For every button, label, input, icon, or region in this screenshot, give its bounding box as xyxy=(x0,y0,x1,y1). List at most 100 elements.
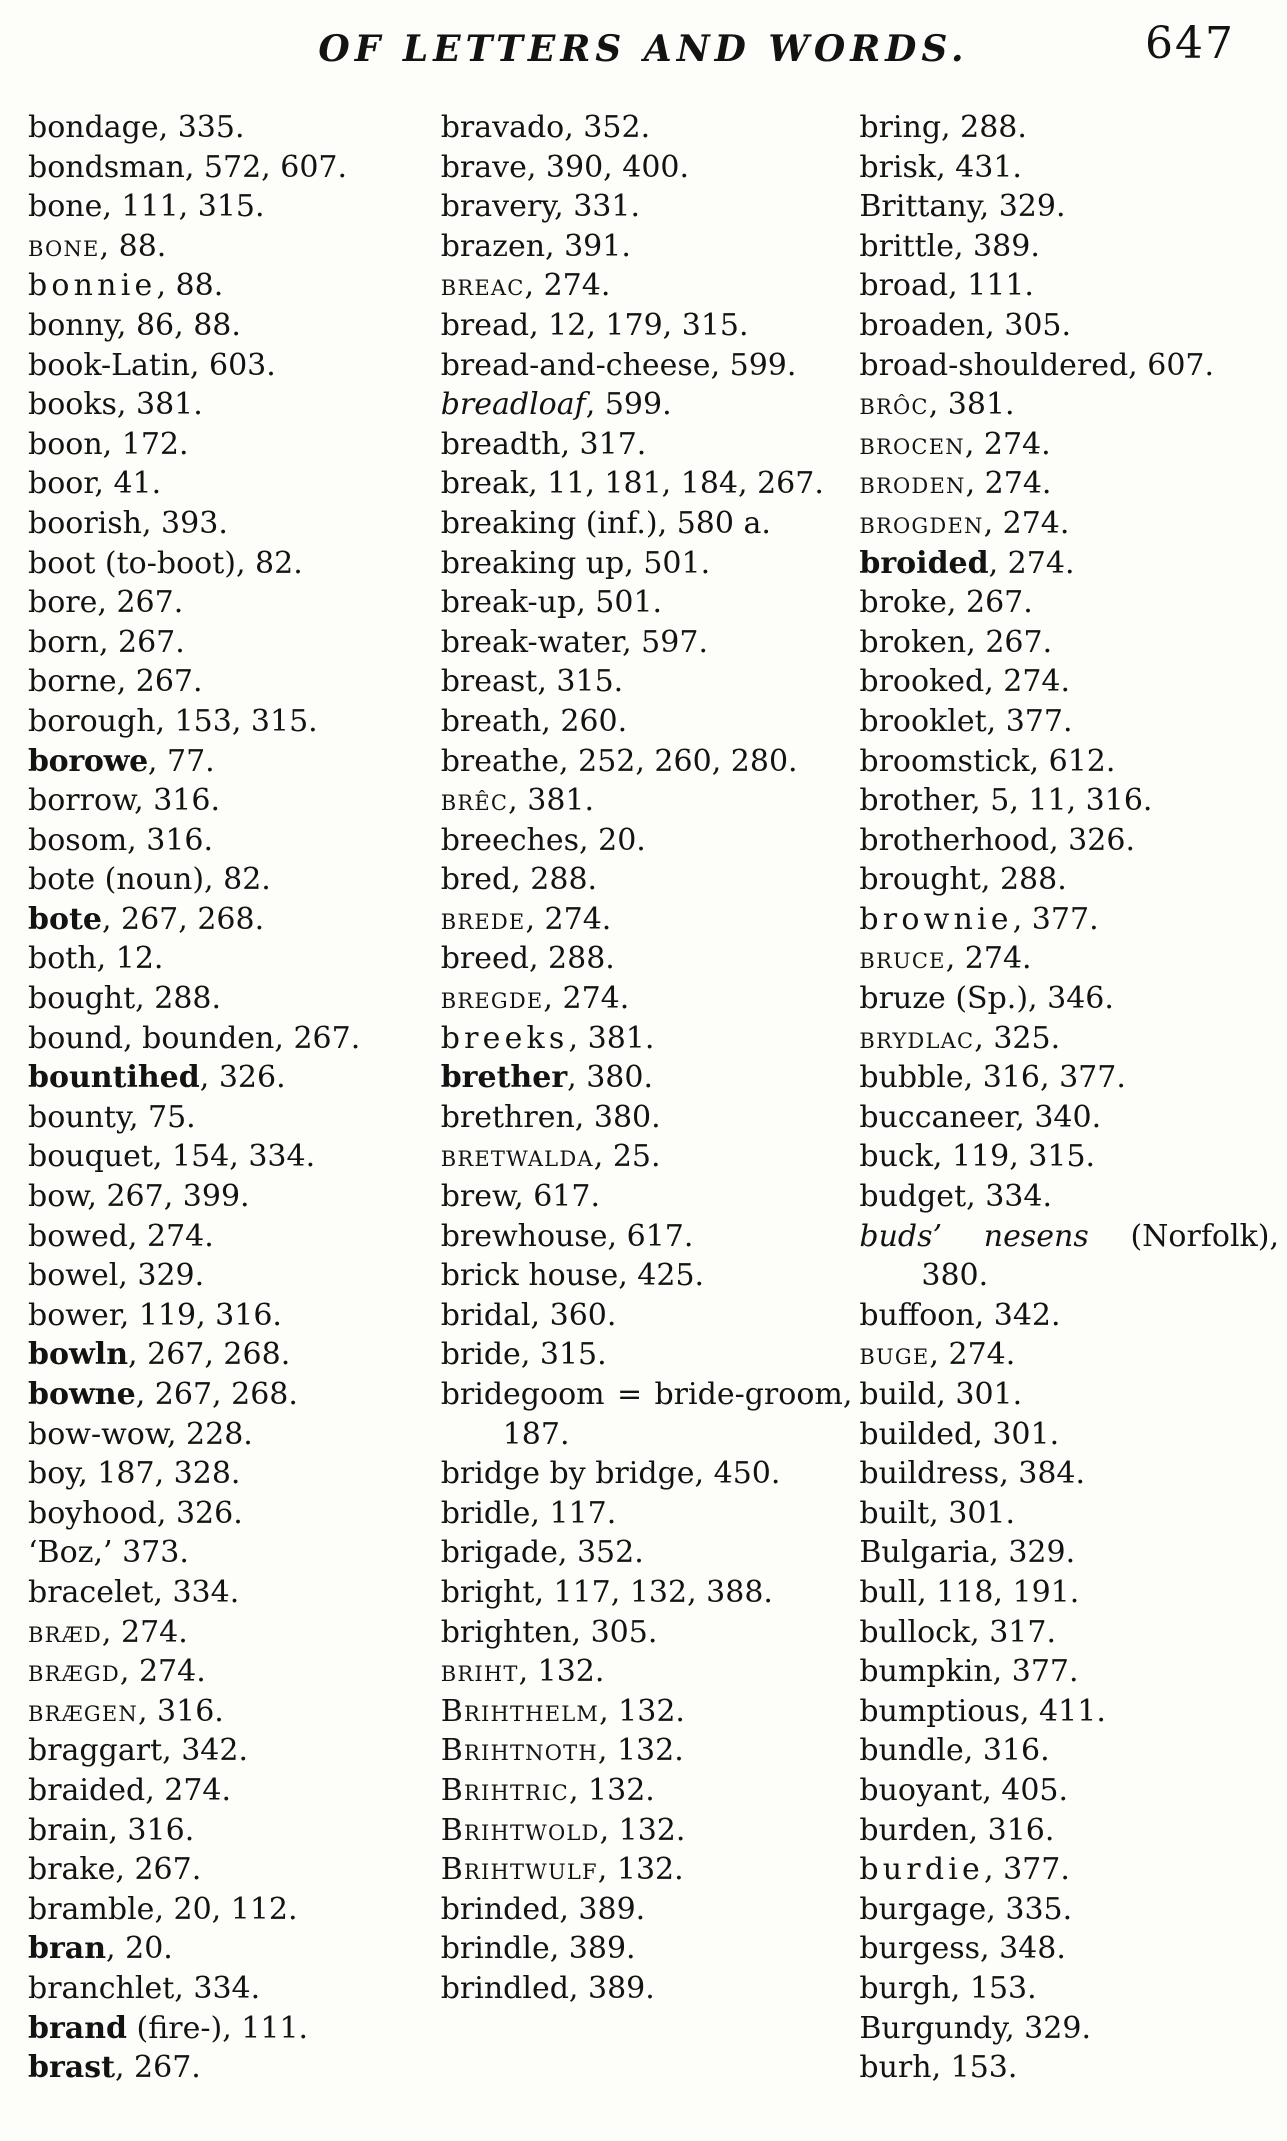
index-entry: book-Latin, 603. xyxy=(28,346,434,386)
entry-word: brindle xyxy=(440,1931,550,1967)
entry-word: Brihtwold xyxy=(440,1812,600,1848)
entry-word: bondage xyxy=(28,110,159,145)
entry-pages: , 377. xyxy=(992,1654,1079,1690)
entry-word: breac xyxy=(440,268,525,304)
index-entry: both, 12. xyxy=(28,939,434,979)
entry-pages: , 597. xyxy=(622,624,708,660)
entry-word: bravery xyxy=(440,189,555,225)
entry-word: Brihtric xyxy=(440,1772,569,1808)
entry-pages: , 267, 268. xyxy=(101,901,265,937)
index-entry: brogden, 274. xyxy=(859,504,1279,544)
entry-pages: , 411. xyxy=(1019,1693,1106,1729)
entry-pages: , 380. xyxy=(567,1060,654,1096)
entry-pages: , 326. xyxy=(199,1060,286,1096)
index-entry: brand (fire-), 111. xyxy=(28,2009,434,2049)
index-entry: bravado, 352. xyxy=(441,108,853,148)
index-entry: brinded, 389. xyxy=(441,1890,853,1930)
entry-word: books xyxy=(28,387,117,423)
entry-word: bundle xyxy=(859,1733,964,1769)
entry-word: brotherhood xyxy=(859,822,1050,858)
entry-word: bondsman xyxy=(28,149,185,185)
entry-word: broad-shouldered xyxy=(859,347,1129,383)
entry-pages: , 86, 88. xyxy=(116,307,241,343)
index-entry: bowel, 329. xyxy=(28,1256,434,1296)
entry-pages: , 11, 181, 184, 267. xyxy=(528,466,824,502)
entry-pages: , 132. xyxy=(599,1812,686,1848)
entry-pages: , 617. xyxy=(514,1179,600,1215)
index-entry: brew, 617. xyxy=(441,1177,853,1217)
index-entry: brether, 380. xyxy=(441,1058,853,1098)
entry-pages: , 267. xyxy=(966,624,1053,660)
index-entry: breaking up, 501. xyxy=(441,544,853,584)
entry-word: break-water xyxy=(440,624,623,660)
index-entry: burgage, 335. xyxy=(859,1890,1279,1930)
entry-pages: , 340. xyxy=(1015,1099,1102,1135)
entry-word: brede xyxy=(440,901,526,937)
entry-pages: , 117. xyxy=(530,1495,617,1531)
entry-word: bræd xyxy=(28,1614,102,1650)
entry-pages: , 305. xyxy=(985,307,1072,343)
entry-word: broad xyxy=(859,268,949,304)
entry-word: brydlac xyxy=(859,1020,975,1056)
entry-word: brought xyxy=(859,862,981,898)
entry-pages: , 274. xyxy=(101,1614,188,1650)
entry-word: bravado xyxy=(440,110,565,145)
entry-pages: , 260. xyxy=(541,703,628,739)
entry-word: bread-and-cheese xyxy=(440,347,711,383)
entry-word: burgage xyxy=(859,1891,987,1927)
entry-pages: , 267, 268. xyxy=(135,1377,298,1412)
entry-word: broden xyxy=(859,466,966,502)
index-entry: broden, 274. xyxy=(859,464,1279,504)
index-entry: Brihthelm, 132. xyxy=(441,1692,853,1732)
entry-pages: , 132. xyxy=(599,1693,685,1729)
entry-pages: 373. xyxy=(112,1535,189,1571)
entry-pages: , 267. xyxy=(98,624,185,660)
entry-pages: , 274. xyxy=(988,545,1075,581)
index-entry: bright, 117, 132, 388. xyxy=(441,1573,853,1613)
entry-word: borowe xyxy=(28,743,148,779)
entry-pages: , 267, 268. xyxy=(128,1337,291,1373)
entry-word: brew xyxy=(440,1179,515,1215)
entry-pages: , 381. xyxy=(928,387,1015,423)
entry-pages: , 316. xyxy=(127,822,214,858)
index-entry: braggart, 342. xyxy=(28,1731,434,1771)
entry-word: bouquet xyxy=(28,1139,153,1175)
entry-word: boy xyxy=(28,1456,79,1492)
entry-word: bregde xyxy=(440,981,544,1017)
index-entry: buge, 274. xyxy=(859,1335,1279,1375)
entry-pages: , 607. xyxy=(1128,347,1215,383)
entry-pages: , 82. xyxy=(235,545,303,581)
entry-word: brother xyxy=(859,783,972,819)
entry-word: briht xyxy=(440,1654,519,1690)
entry-word: brooked xyxy=(859,664,985,700)
entry-word: bridegoom = bride-groom xyxy=(440,1377,843,1412)
entry-pages: , 153, 315. xyxy=(155,703,318,739)
entry-word: breadloaf xyxy=(440,387,586,423)
index-entry: buck, 119, 315. xyxy=(859,1137,1279,1177)
entry-word: brake xyxy=(28,1852,116,1888)
index-entry: books, 381. xyxy=(28,385,434,425)
entry-pages: , 360. xyxy=(530,1297,617,1333)
index-entry: bracelet, 334. xyxy=(28,1573,434,1613)
entry-pages: , 77. xyxy=(147,743,215,779)
entry-pages: , 390, 400. xyxy=(526,149,690,185)
entry-word: buffoon xyxy=(859,1297,975,1333)
index-entry: broke, 267. xyxy=(859,583,1279,623)
index-entry: build, 301. xyxy=(859,1375,1279,1415)
index-entry: Brihtric, 132. xyxy=(441,1771,853,1811)
index-entry: broad-shouldered, 607. xyxy=(859,346,1279,386)
entry-pages: , 326. xyxy=(156,1495,243,1531)
index-entry: Brihtwold, 132. xyxy=(441,1811,853,1851)
index-entry: bruce, 274. xyxy=(859,939,1279,979)
index-entry: bregde, 274. xyxy=(441,979,853,1019)
entry-pages: , 132. xyxy=(568,1772,655,1808)
entry-word: Bulgaria xyxy=(859,1535,990,1571)
index-entry: borowe, 77. xyxy=(28,742,434,782)
entry-pages: , 274. xyxy=(145,1772,232,1808)
index-entry: born, 267. xyxy=(28,623,434,663)
index-entry: brindled, 389. xyxy=(441,1969,853,2009)
index-entry: bread-and-cheese, 599. xyxy=(441,346,853,386)
index-entry: bridle, 117. xyxy=(441,1494,853,1534)
entry-word: breaking (inf.) xyxy=(440,505,658,541)
entry-pages: , 119, 315. xyxy=(932,1139,1096,1175)
